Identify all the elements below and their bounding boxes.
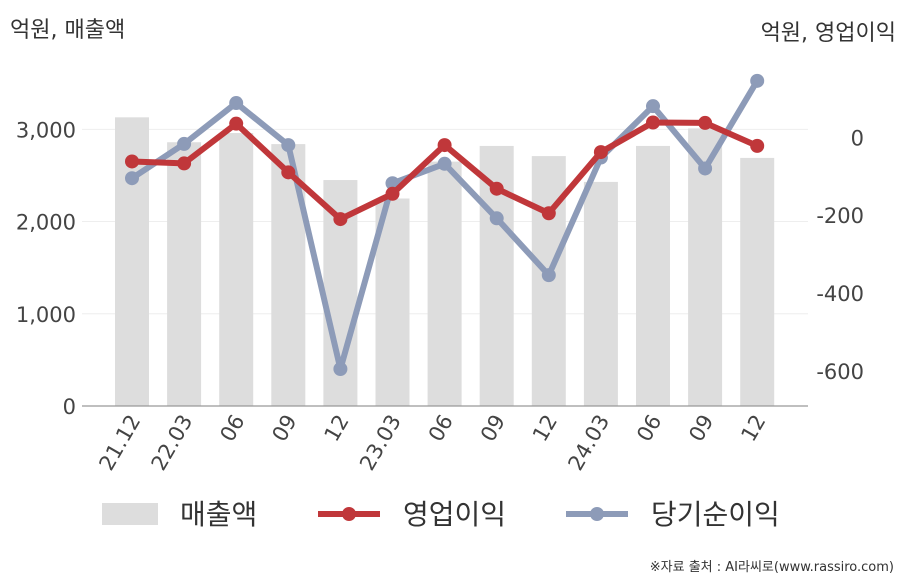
point-net-income	[489, 211, 504, 226]
legend-marker-operating-profit	[342, 507, 356, 521]
x-tick-label: 24.03	[563, 411, 614, 475]
x-tick-label: 12	[320, 411, 354, 446]
x-tick-label: 09	[267, 411, 301, 446]
right-tick-label: 0	[851, 126, 864, 150]
left-axis-ticks: 0 1,000 2,000 3,000	[16, 118, 76, 419]
point-operating-profit	[281, 165, 296, 180]
point-net-income	[125, 171, 139, 186]
x-tick-label: 09	[684, 411, 718, 446]
left-axis-unit: 억원, 매출액	[10, 18, 125, 43]
point-net-income	[437, 156, 452, 171]
x-tick-label: 12	[528, 411, 562, 446]
point-net-income	[750, 73, 765, 88]
bar-sales	[427, 161, 462, 406]
point-operating-profit	[333, 212, 348, 227]
x-tick-label: 23.03	[355, 411, 406, 475]
point-operating-profit	[646, 115, 660, 130]
point-operating-profit	[698, 115, 713, 130]
right-tick-label: -200	[816, 204, 864, 228]
bar-series-sales	[115, 117, 775, 407]
point-operating-profit	[125, 154, 139, 169]
point-operating-profit	[750, 138, 765, 153]
left-tick-label: 0	[63, 395, 76, 419]
point-operating-profit	[489, 181, 504, 196]
source-note: ※자료 출처 : AI라씨로(www.rassiro.com)	[650, 560, 894, 575]
left-tick-label: 1,000	[16, 303, 76, 327]
legend: 매출액 영업이익 당기순이익	[102, 498, 780, 531]
point-net-income	[698, 161, 713, 176]
right-axis-ticks: 0 -200 -400 -600	[816, 126, 864, 384]
line-series	[125, 73, 765, 377]
bar-sales	[219, 133, 254, 406]
legend-label-net-income: 당기순이익	[651, 498, 780, 531]
point-operating-profit	[541, 206, 556, 221]
bar-sales	[636, 145, 670, 406]
point-net-income	[646, 99, 660, 114]
bar-sales	[740, 157, 775, 406]
point-net-income	[281, 138, 296, 153]
right-tick-label: -400	[816, 282, 864, 306]
legend-label-sales: 매출액	[180, 498, 257, 531]
legend-label-operating-profit: 영업이익	[403, 498, 506, 531]
legend-swatch-sales	[102, 503, 158, 525]
bar-sales	[583, 181, 618, 406]
left-tick-label: 2,000	[16, 211, 76, 235]
x-tick-label: 12	[736, 411, 770, 446]
legend-marker-net-income	[590, 507, 604, 521]
point-net-income	[229, 96, 244, 111]
point-operating-profit	[177, 156, 192, 171]
x-tick-label: 21.12	[94, 411, 145, 475]
point-operating-profit	[437, 138, 452, 153]
point-net-income	[333, 362, 348, 377]
x-axis-ticks: 21.12 22.03 06 09 12 23.03 06 09 12 24.03 06 09 12	[94, 411, 770, 475]
bar-sales	[167, 142, 202, 406]
point-operating-profit	[229, 116, 244, 131]
left-tick-label: 3,000	[16, 118, 76, 142]
x-tick-label: 06	[215, 411, 249, 446]
x-tick-label: 06	[632, 411, 666, 446]
point-operating-profit	[385, 186, 400, 201]
x-tick-label: 06	[424, 411, 458, 446]
point-operating-profit	[593, 145, 608, 160]
right-tick-label: -600	[816, 360, 864, 384]
right-axis-unit: 억원, 영업이익	[761, 21, 896, 46]
point-net-income	[541, 268, 556, 283]
x-tick-label: 22.03	[147, 411, 198, 475]
point-net-income	[177, 136, 192, 151]
x-tick-label: 09	[476, 411, 510, 446]
